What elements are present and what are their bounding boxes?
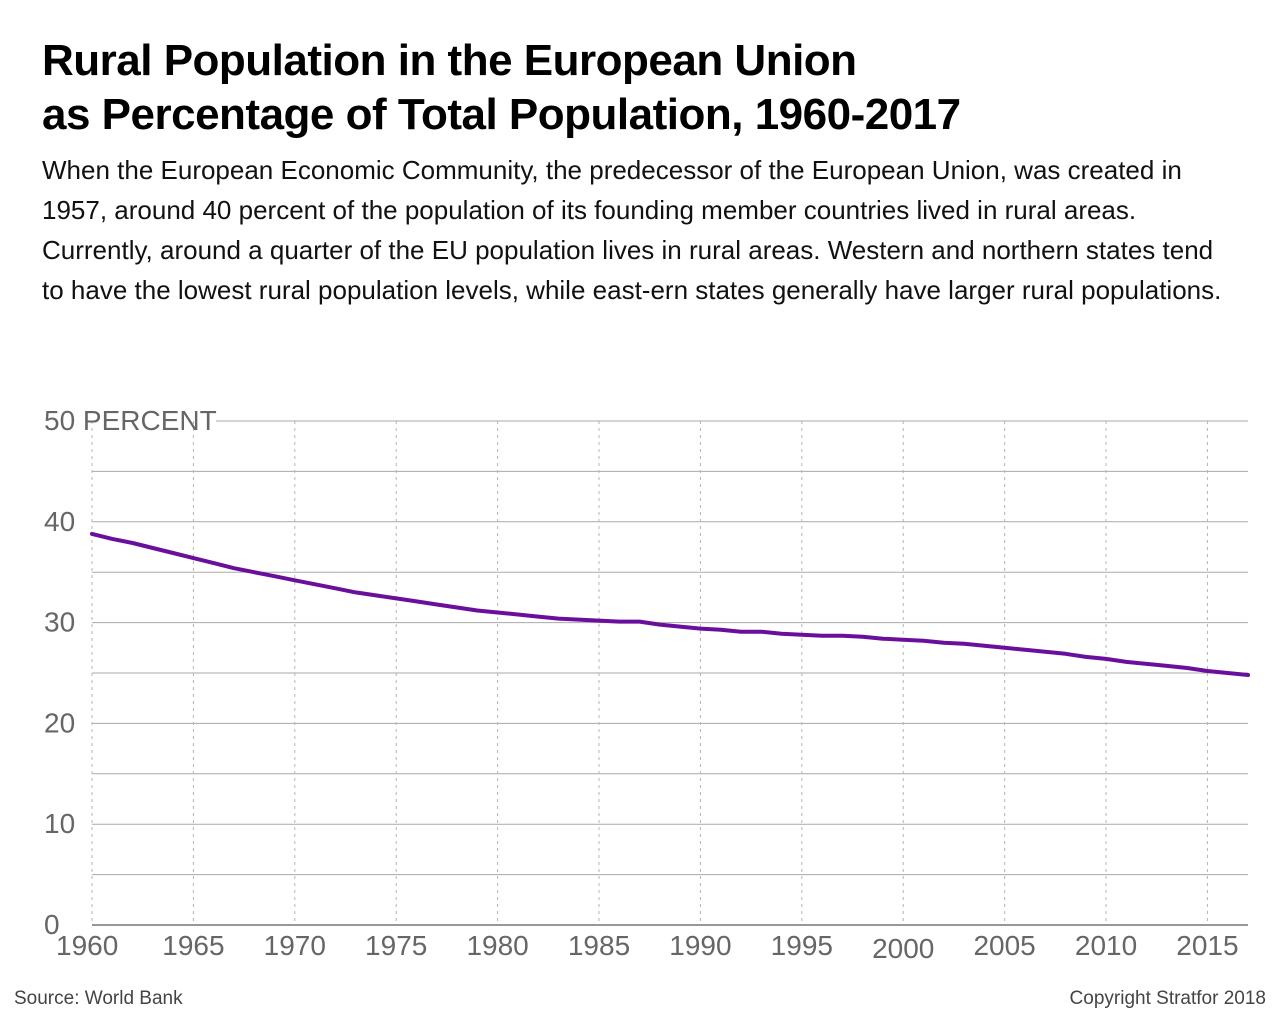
- data-point: [455, 605, 459, 609]
- x-tick-label: 1985: [568, 930, 630, 961]
- data-point: [151, 546, 155, 550]
- data-point: [293, 578, 297, 582]
- data-point: [678, 625, 682, 629]
- data-point: [1003, 646, 1007, 650]
- data-point: [374, 593, 378, 597]
- x-tick-label: 1975: [365, 930, 427, 961]
- data-point: [1165, 664, 1169, 668]
- x-tick-label: 2005: [973, 930, 1035, 961]
- data-point: [1246, 673, 1250, 677]
- data-point: [759, 630, 763, 634]
- data-point: [212, 561, 216, 565]
- data-point: [516, 613, 520, 617]
- data-point: [982, 644, 986, 648]
- data-point: [840, 634, 844, 638]
- y-tick-label: 0: [44, 909, 60, 940]
- x-tick-label: 1960: [56, 930, 118, 961]
- x-tick-label: 1980: [466, 930, 528, 961]
- chart-subtitle: When the European Economic Community, th…: [42, 155, 1222, 305]
- data-point: [333, 586, 337, 590]
- copyright-note: Copyright Stratfor 2018: [1069, 988, 1266, 1009]
- data-point: [820, 634, 824, 638]
- data-point: [638, 620, 642, 624]
- y-tick-label: 10: [44, 808, 75, 839]
- data-point: [962, 642, 966, 646]
- grid-lines: [91, 420, 1248, 926]
- data-point: [800, 633, 804, 637]
- x-tick-label: 1970: [264, 930, 326, 961]
- data-point: [435, 602, 439, 606]
- data-point: [556, 617, 560, 621]
- series-layer: [90, 531, 1250, 677]
- data-point: [719, 628, 723, 632]
- data-point: [496, 611, 500, 615]
- x-tick-label: 2015: [1176, 930, 1238, 961]
- y-tick-label: 30: [44, 607, 75, 638]
- data-point: [658, 623, 662, 627]
- data-point: [536, 615, 540, 619]
- data-point: [942, 641, 946, 645]
- data-point: [901, 638, 905, 642]
- data-point: [1084, 655, 1088, 659]
- data-point: [273, 574, 277, 578]
- y-tick-label: 20: [44, 707, 75, 738]
- x-tick-label: 1995: [771, 930, 833, 961]
- data-point: [597, 619, 601, 623]
- data-point: [1023, 648, 1027, 652]
- data-point: [1145, 662, 1149, 666]
- data-point: [394, 596, 398, 600]
- data-point: [475, 609, 479, 613]
- data-point: [922, 639, 926, 643]
- y-tick-label: 40: [44, 506, 75, 537]
- data-point: [698, 627, 702, 631]
- x-tick-label: 1965: [162, 930, 224, 961]
- data-point: [577, 618, 581, 622]
- chart-title-line-1: Rural Population in the European Union: [42, 36, 857, 85]
- data-point: [313, 582, 317, 586]
- data-point: [1205, 669, 1209, 673]
- chart-title-line-2: as Percentage of Total Population, 1960-…: [42, 90, 961, 139]
- data-point: [354, 590, 358, 594]
- data-point: [414, 599, 418, 603]
- data-point: [739, 630, 743, 634]
- axis-labels: 0 10 20 30 40 50 PERCENT 1960 1965 1970 1975 1980 1…: [44, 405, 1239, 964]
- y-tick-label: 50 PERCENT: [44, 405, 217, 436]
- data-point: [617, 620, 621, 624]
- data-point: [90, 532, 94, 536]
- x-tick-label: 2000: [872, 933, 934, 964]
- data-point: [252, 570, 256, 574]
- data-point: [131, 541, 135, 545]
- data-point: [232, 566, 236, 570]
- data-point: [1063, 652, 1067, 656]
- x-tick-label: 2010: [1075, 930, 1137, 961]
- data-point: [881, 637, 885, 641]
- series-line-rural-population: [90, 531, 1250, 677]
- data-point: [1124, 660, 1128, 664]
- data-point: [110, 537, 114, 541]
- x-tick-label: 1990: [669, 930, 731, 961]
- data-point: [1226, 671, 1230, 675]
- data-point: [171, 551, 175, 555]
- data-point: [1043, 650, 1047, 654]
- source-note: Source: World Bank: [14, 988, 183, 1009]
- data-point: [191, 556, 195, 560]
- data-point: [780, 632, 784, 636]
- data-point: [1185, 666, 1189, 670]
- data-point: [1104, 657, 1108, 661]
- data-point: [861, 635, 865, 639]
- chart-title: Rural Population in the European Union a…: [42, 34, 961, 142]
